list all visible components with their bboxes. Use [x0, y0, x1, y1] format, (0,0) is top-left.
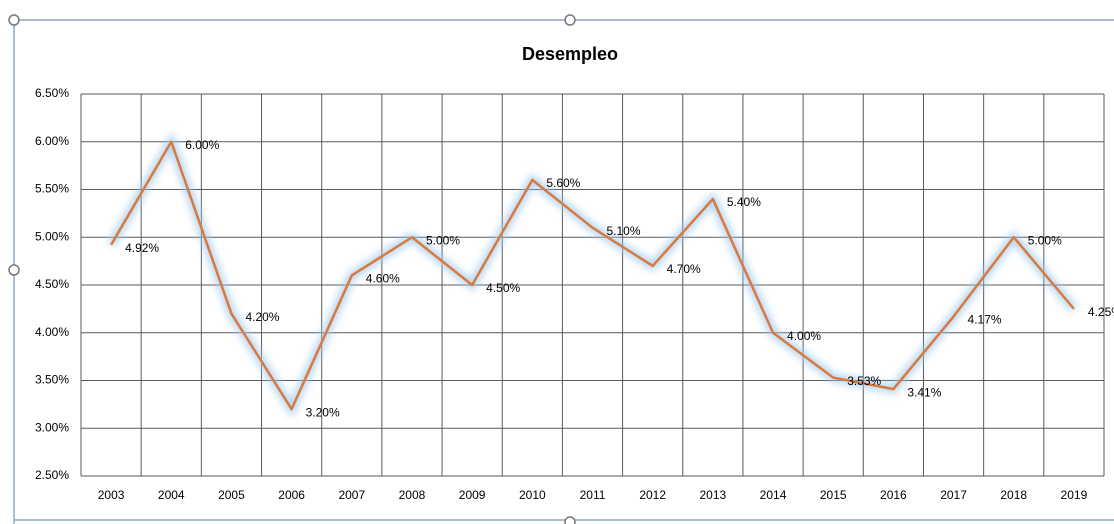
y-tick-label: 3.00% — [35, 420, 69, 434]
data-label: 6.00% — [185, 138, 219, 152]
data-label: 4.17% — [968, 313, 1002, 327]
x-tick-label: 2010 — [519, 488, 546, 502]
x-tick-label: 2008 — [399, 488, 426, 502]
data-label: 5.40% — [727, 195, 761, 209]
y-tick-label: 2.50% — [35, 468, 69, 482]
x-tick-label: 2003 — [98, 488, 125, 502]
y-tick-label: 5.50% — [35, 182, 69, 196]
x-tick-label: 2014 — [760, 488, 787, 502]
data-label: 3.53% — [847, 374, 881, 388]
y-tick-label: 6.50% — [35, 86, 69, 100]
data-label: 5.10% — [607, 224, 641, 238]
y-tick-label: 5.00% — [35, 229, 69, 243]
y-tick-label: 3.50% — [35, 373, 69, 387]
data-label: 4.92% — [125, 241, 159, 255]
data-label: 4.60% — [366, 272, 400, 286]
y-tick-label: 4.00% — [35, 325, 69, 339]
x-tick-label: 2016 — [880, 488, 907, 502]
x-tick-label: 2009 — [459, 488, 486, 502]
data-label: 4.25% — [1088, 305, 1114, 319]
data-label: 4.20% — [245, 310, 279, 324]
x-tick-label: 2017 — [940, 488, 967, 502]
line-glow — [107, 132, 1077, 418]
x-tick-label: 2018 — [1000, 488, 1027, 502]
data-label: 4.00% — [787, 329, 821, 343]
chart-title: Desempleo — [522, 44, 618, 64]
selection-frame — [8, 14, 1114, 524]
data-label: 5.00% — [1028, 233, 1062, 247]
data-label: 3.20% — [306, 405, 340, 419]
data-label: 5.00% — [426, 233, 460, 247]
x-tick-label: 2015 — [820, 488, 847, 502]
x-tick-label: 2013 — [700, 488, 727, 502]
x-tick-label: 2012 — [639, 488, 666, 502]
data-label: 4.70% — [667, 262, 701, 276]
x-tick-label: 2019 — [1061, 488, 1088, 502]
x-tick-label: 2006 — [278, 488, 305, 502]
y-tick-label: 4.50% — [35, 277, 69, 291]
x-tick-label: 2011 — [580, 488, 606, 502]
y-tick-label: 6.00% — [35, 134, 69, 148]
data-label: 3.41% — [907, 385, 941, 399]
data-label: 5.60% — [546, 176, 580, 190]
data-label: 4.50% — [486, 281, 520, 295]
x-tick-label: 2007 — [338, 488, 365, 502]
line — [110, 140, 1075, 411]
x-tick-label: 2004 — [158, 488, 185, 502]
x-tick-label: 2005 — [218, 488, 245, 502]
